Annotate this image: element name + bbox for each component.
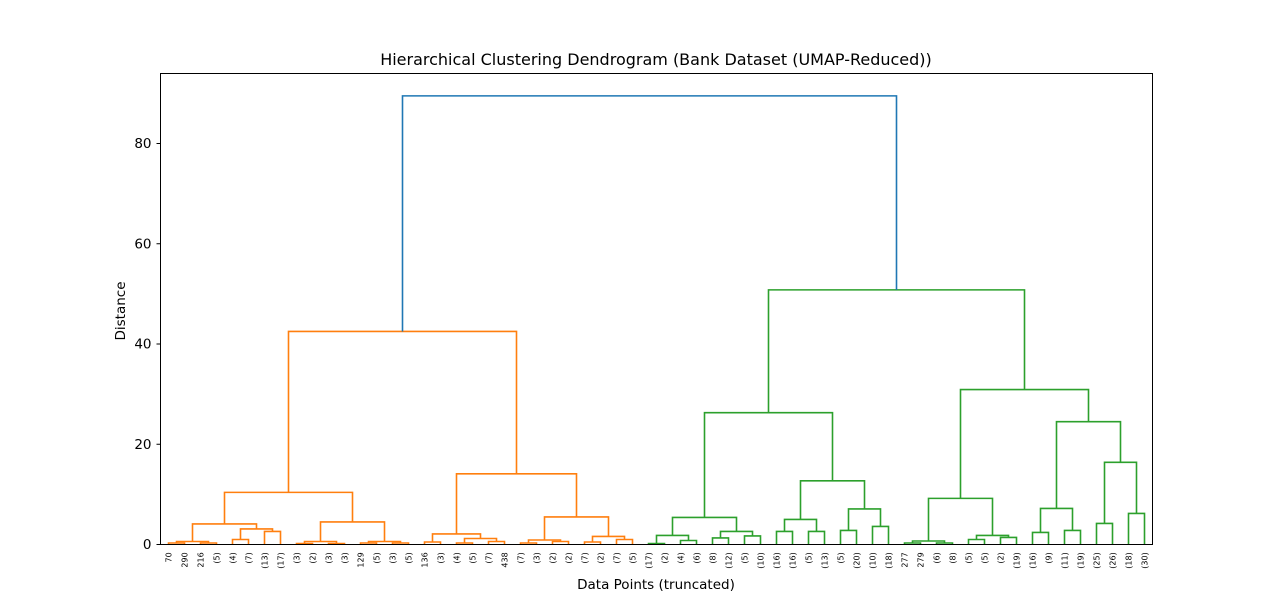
x-tick-label-8: (3) <box>292 552 301 563</box>
x-tick-label-27: (2) <box>596 552 605 563</box>
y-tick-label-0: 0 <box>143 537 152 553</box>
x-tick-label-44: (10) <box>868 552 877 568</box>
x-tick-label-49: (8) <box>948 552 957 563</box>
x-tick-label-33: (6) <box>692 552 701 563</box>
y-tick-label-60: 60 <box>134 236 151 252</box>
x-tick-label-57: (19) <box>1076 552 1085 568</box>
x-tick-label-19: (5) <box>468 552 477 563</box>
x-tick-label-54: (16) <box>1028 552 1037 568</box>
x-tick-label-48: (6) <box>932 552 941 563</box>
x-tick-label-17: (3) <box>436 552 445 563</box>
x-tick-label-9: (2) <box>308 552 317 563</box>
x-tick-label-52: (2) <box>996 552 1005 563</box>
x-tick-label-60: (18) <box>1124 552 1133 568</box>
x-tick-label-16: 136 <box>420 552 429 567</box>
x-tick-label-34: (8) <box>708 552 717 563</box>
x-axis-ticks: 70 290 216 (5) (4) (7) (13) (17) (3) (2) (3) (3) 129… <box>164 552 1149 568</box>
x-tick-label-43: (20) <box>852 552 861 568</box>
x-tick-label-11: (3) <box>340 552 349 563</box>
x-tick-label-45: (18) <box>884 552 893 568</box>
x-tick-label-58: (25) <box>1092 552 1101 568</box>
x-tick-label-25: (2) <box>564 552 573 563</box>
x-tick-label-36: (5) <box>740 552 749 563</box>
y-axis-label: Distance <box>113 281 129 340</box>
x-tick-label-10: (3) <box>324 552 333 563</box>
x-tick-label-15: (5) <box>404 552 413 563</box>
x-tick-label-20: (7) <box>484 552 493 563</box>
y-tick-label-20: 20 <box>134 437 151 453</box>
x-tick-label-26: (7) <box>580 552 589 563</box>
x-tick-label-2: 216 <box>196 552 205 567</box>
x-tick-label-42: (5) <box>836 552 845 563</box>
x-tick-label-1: 290 <box>180 552 189 567</box>
dendrogram-links <box>167 95 1146 545</box>
y-axis-ticks: 0 20 40 60 80 <box>134 136 161 553</box>
x-tick-label-56: (11) <box>1060 552 1069 568</box>
x-tick-label-31: (2) <box>660 552 669 563</box>
x-tick-label-5: (7) <box>244 552 253 563</box>
x-tick-label-24: (2) <box>548 552 557 563</box>
x-tick-label-0: 70 <box>164 552 173 562</box>
dendrogram-link-60 <box>401 95 898 332</box>
x-axis-label: Data Points (truncated) <box>577 577 735 593</box>
chart-title: Hierarchical Clustering Dendrogram (Bank… <box>380 50 932 69</box>
x-tick-label-61: (30) <box>1140 552 1149 568</box>
x-tick-label-18: (4) <box>452 552 461 563</box>
x-tick-label-55: (9) <box>1044 552 1053 563</box>
x-tick-label-41: (13) <box>820 552 829 568</box>
x-tick-label-12: 129 <box>356 552 365 567</box>
x-tick-label-51: (5) <box>980 552 989 563</box>
x-tick-label-21: 438 <box>500 552 509 567</box>
x-tick-label-3: (5) <box>212 552 221 563</box>
x-tick-label-7: (17) <box>276 552 285 568</box>
x-tick-label-46: 277 <box>900 552 909 567</box>
x-tick-label-4: (4) <box>228 552 237 563</box>
x-tick-label-32: (4) <box>676 552 685 563</box>
y-tick-label-80: 80 <box>134 136 151 152</box>
x-tick-label-29: (5) <box>628 552 637 563</box>
x-tick-label-50: (5) <box>964 552 973 563</box>
x-tick-label-53: (19) <box>1012 552 1021 568</box>
x-tick-label-47: 279 <box>916 552 925 567</box>
y-tick-label-40: 40 <box>134 337 151 353</box>
x-tick-label-39: (16) <box>788 552 797 568</box>
x-tick-label-22: (7) <box>516 552 525 563</box>
x-tick-label-38: (16) <box>772 552 781 568</box>
x-tick-label-40: (5) <box>804 552 813 563</box>
x-tick-label-23: (3) <box>532 552 541 563</box>
x-tick-label-35: (12) <box>724 552 733 568</box>
x-tick-label-28: (7) <box>612 552 621 563</box>
x-tick-label-14: (3) <box>388 552 397 563</box>
plot-frame <box>160 73 1153 545</box>
x-tick-label-6: (13) <box>260 552 269 568</box>
x-tick-label-37: (10) <box>756 552 765 568</box>
x-tick-label-59: (26) <box>1108 552 1117 568</box>
x-tick-label-13: (5) <box>372 552 381 563</box>
x-tick-label-30: (17) <box>644 552 653 568</box>
